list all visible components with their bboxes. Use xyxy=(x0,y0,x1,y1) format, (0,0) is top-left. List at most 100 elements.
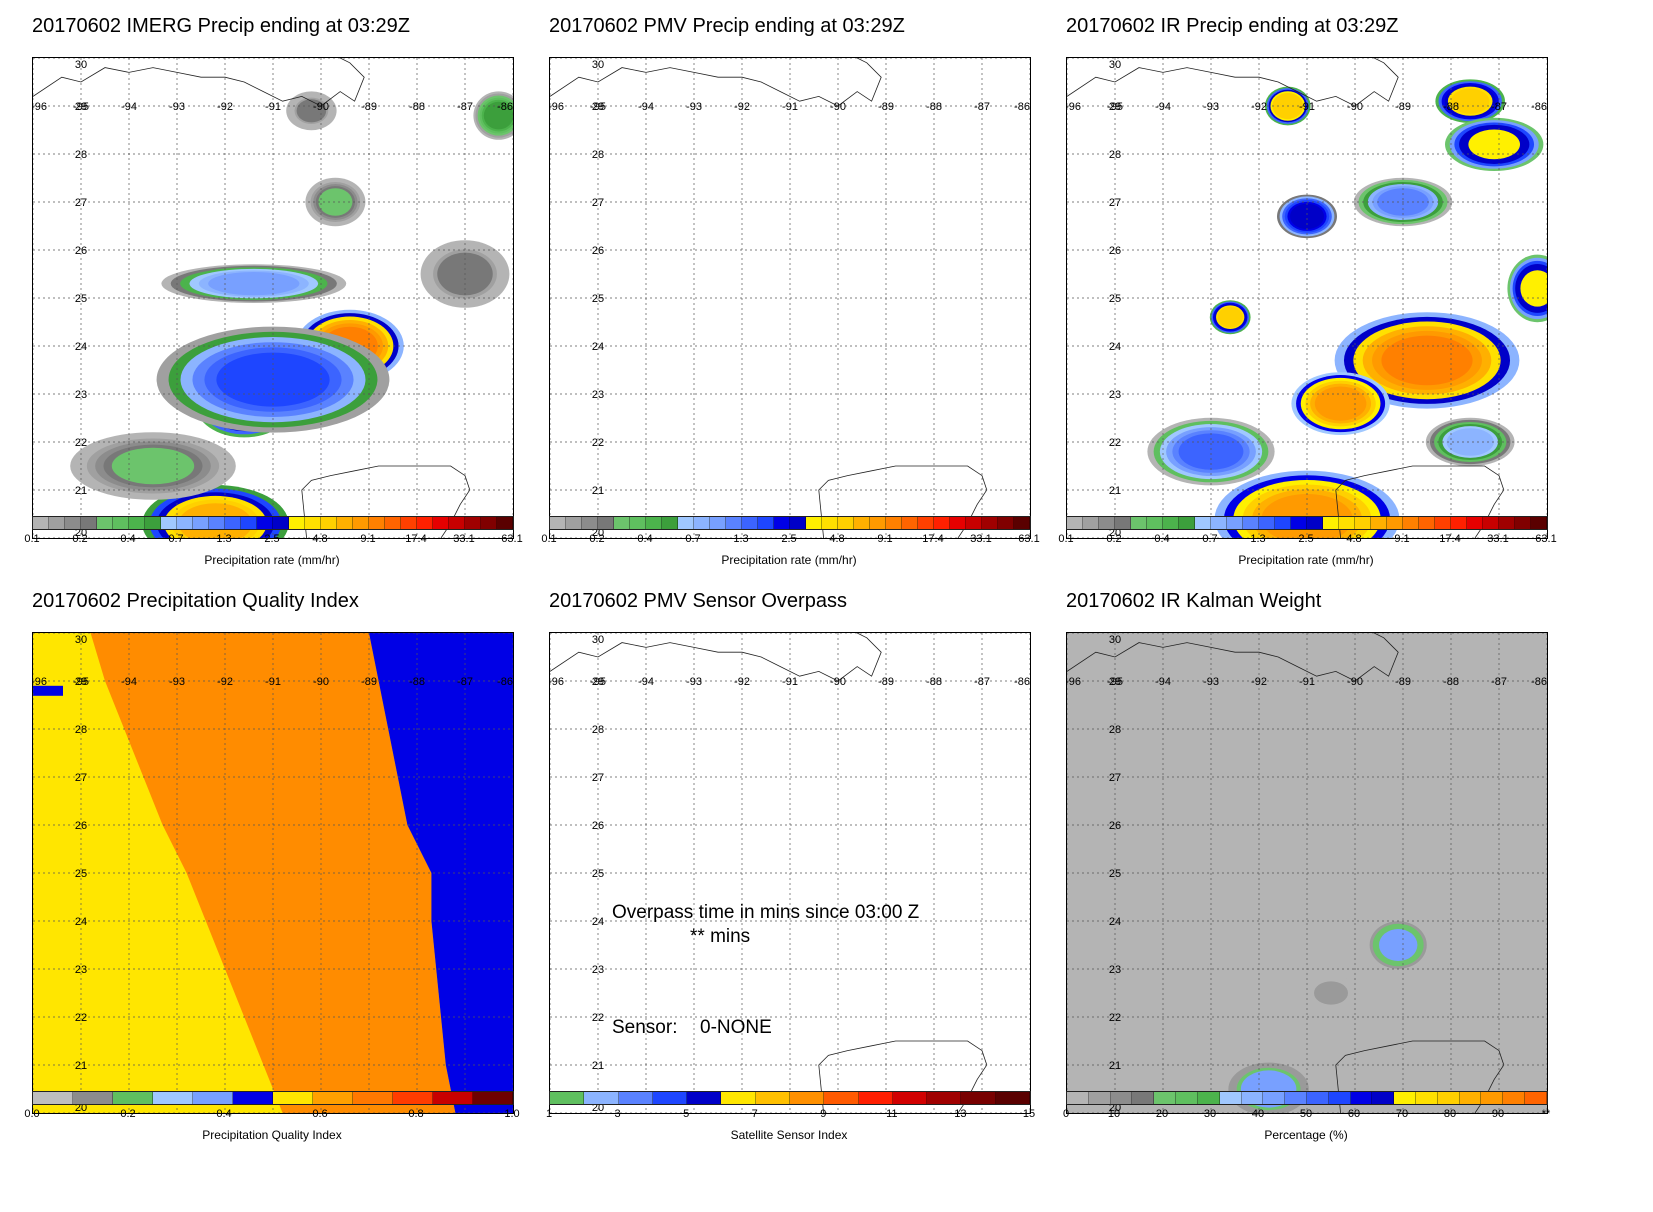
colorbar-segment xyxy=(1459,1092,1482,1104)
precip-contour xyxy=(1379,929,1418,961)
gulf-coastline xyxy=(550,58,882,107)
colorbar-segment xyxy=(824,1092,859,1104)
colorbar-segment xyxy=(838,517,854,529)
x-tick-label: -90 xyxy=(1347,101,1363,113)
colorbar-tick-label: 50 xyxy=(1299,1108,1313,1120)
gulf-coastline xyxy=(1067,58,1399,107)
colorbar-segment xyxy=(1067,517,1083,529)
precip-contour xyxy=(1314,386,1367,421)
colorbar-tick-label: 17.4 xyxy=(1439,533,1461,545)
colorbar-label: Precipitation Quality Index xyxy=(202,1128,342,1142)
yucatan-coastline xyxy=(1335,1040,1505,1113)
x-tick-label: -90 xyxy=(830,676,846,688)
y-tick-label: 28 xyxy=(75,724,87,736)
precip-cell xyxy=(1507,254,1547,323)
colorbar-segment xyxy=(273,517,289,529)
y-tick-label: 29 xyxy=(1109,101,1121,113)
colorbar-tick-labels: 1 3 5 7 9 11 13 15 xyxy=(546,1108,1035,1124)
map-svg: -96 -95 -94 -93 -92 -91 -90 -89 -88 -87 -86 20 21 22 2… xyxy=(33,58,513,538)
precip-cell xyxy=(1291,372,1390,435)
colorbar-segment xyxy=(858,1092,893,1104)
colorbar-segment xyxy=(790,517,806,529)
x-tick-label: -94 xyxy=(121,101,137,113)
colorbar-tick-label: 4.8 xyxy=(1346,533,1362,545)
precip-cell xyxy=(286,91,337,131)
x-tick-label: -96 xyxy=(1067,101,1081,113)
y-tick-label: 24 xyxy=(1109,916,1121,928)
panel-title: 20170602 IR Precip ending at 03:29Z xyxy=(1066,15,1399,37)
y-tick-label: 20 xyxy=(75,1102,87,1113)
colorbar-segment xyxy=(289,517,305,529)
panel-ir-precip: 20170602 IR Precip ending at 03:29Z -96 -… xyxy=(1058,15,1586,615)
quality-notch xyxy=(33,685,63,696)
map-svg: -96 -95 -94 -93 -92 -91 -90 -89 -88 -87 -86 20 21 22 2… xyxy=(1067,633,1547,1113)
colorbar xyxy=(1066,516,1548,530)
y-tick-label: 21 xyxy=(75,1060,87,1072)
colorbar-segment xyxy=(1467,517,1483,529)
colorbar-label: Precipitation rate (mm/hr) xyxy=(721,553,857,567)
colorbar-tick-labels: 0.0 0.2 0.4 0.6 0.8 1.0 xyxy=(24,1108,519,1124)
precip-contour xyxy=(1468,129,1520,160)
sensor-label: Sensor: xyxy=(612,1017,678,1038)
y-tick-label: 25 xyxy=(75,293,87,305)
colorbar-tick-label: 0.2 xyxy=(589,533,605,545)
colorbar-tick-label: 0.1 xyxy=(1058,533,1074,545)
x-tick-label: -89 xyxy=(361,676,377,688)
x-tick-label: -92 xyxy=(1251,676,1267,688)
colorbar-segment xyxy=(1503,1092,1526,1104)
colorbar-segment xyxy=(1291,517,1307,529)
panel-quality-index: 20170602 Precipitation Quality Index -96… xyxy=(24,590,552,1190)
y-tick-label: 21 xyxy=(75,485,87,497)
x-tick-label: -93 xyxy=(169,101,185,113)
colorbar-segment xyxy=(465,517,481,529)
x-tick-label: -94 xyxy=(121,676,137,688)
colorbar-segment xyxy=(1416,1092,1438,1104)
colorbar-segment xyxy=(497,517,513,529)
x-tick-label: -86 xyxy=(1014,676,1030,688)
y-tick-label: 22 xyxy=(592,437,604,449)
colorbar-segment xyxy=(789,1092,825,1104)
colorbar-segment xyxy=(177,517,193,529)
x-tick-label: -87 xyxy=(1491,101,1507,113)
x-tick-label: -89 xyxy=(1395,101,1411,113)
y-tick-label: 30 xyxy=(1109,59,1121,71)
colorbar-tick-label: ** xyxy=(1541,1108,1551,1120)
x-tick-label: -89 xyxy=(878,676,894,688)
colorbar xyxy=(1066,1091,1548,1105)
x-tick-label: -93 xyxy=(1203,676,1219,688)
colorbar-tick-label: 17.4 xyxy=(405,533,427,545)
colorbar-segment xyxy=(257,517,273,529)
colorbar-segment xyxy=(694,517,710,529)
colorbar-segment xyxy=(630,517,646,529)
colorbar-tick-label: 3 xyxy=(614,1108,621,1120)
x-tick-label: -96 xyxy=(33,676,47,688)
gulf-coastline xyxy=(550,633,882,682)
colorbar-label: Precipitation rate (mm/hr) xyxy=(1238,553,1374,567)
precip-contour xyxy=(1520,270,1547,307)
x-tick-label: -86 xyxy=(1531,676,1547,688)
y-tick-label: 29 xyxy=(75,676,87,688)
colorbar-segment xyxy=(961,1092,996,1104)
colorbar-segment xyxy=(870,517,886,529)
colorbar-segment xyxy=(1154,1092,1177,1104)
colorbar-segment xyxy=(305,517,321,529)
colorbar-segment xyxy=(449,517,465,529)
colorbar-tick-label: 70 xyxy=(1395,1108,1409,1120)
x-tick-label: -86 xyxy=(1531,101,1547,113)
colorbar-tick-label: 0.0 xyxy=(24,1108,40,1120)
map-svg: -96 -95 -94 -93 -92 -91 -90 -89 -88 -87 -86 20 21 22 2… xyxy=(550,58,1030,538)
colorbar-tick-label: 0.1 xyxy=(541,533,557,545)
colorbar-label: Percentage (%) xyxy=(1264,1128,1348,1142)
x-tick-label: -90 xyxy=(313,101,329,113)
colorbar xyxy=(549,1091,1031,1105)
colorbar-segment xyxy=(1403,517,1419,529)
y-tick-label: 21 xyxy=(592,1060,604,1072)
y-tick-label: 23 xyxy=(75,389,87,401)
colorbar-tick-label: 13 xyxy=(954,1108,967,1120)
colorbar-segment xyxy=(193,1092,233,1104)
colorbar-tick-label: 1.3 xyxy=(1250,533,1266,545)
y-tick-label: 27 xyxy=(75,772,87,784)
x-tick-label: -96 xyxy=(550,676,564,688)
precip-cell xyxy=(1445,117,1544,171)
y-tick-label: 22 xyxy=(592,1012,604,1024)
